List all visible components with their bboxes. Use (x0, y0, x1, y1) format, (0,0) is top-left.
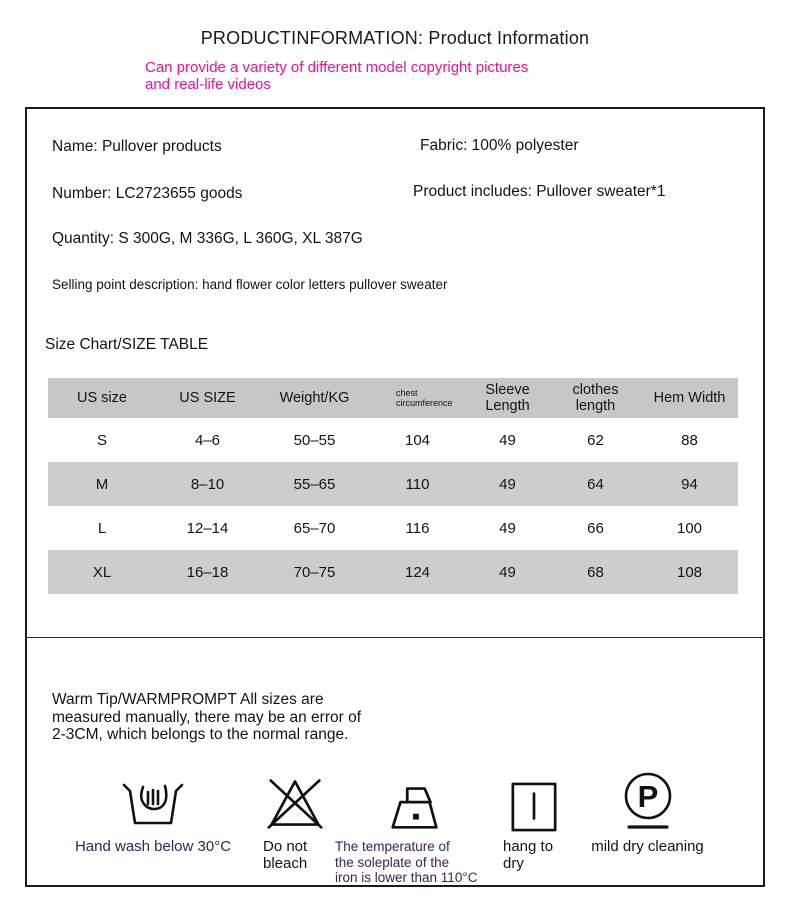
table-cell: 124 (404, 563, 431, 581)
field-product-name: Name: Pullover products (52, 138, 222, 155)
care-label-iron-low-temp: The temperature of the soleplate of the … (335, 839, 478, 885)
table-cell: 64 (587, 475, 604, 493)
table-cell: 12–14 (186, 519, 229, 537)
header-row: US size US SIZE Weight/KG chest circumferen… (48, 378, 738, 418)
table-cell: XL (92, 563, 112, 581)
table-cell: 94 (681, 475, 698, 493)
table-cell: L (97, 519, 107, 537)
table-row: XL 16–18 70–75 124 49 68 108 (48, 550, 738, 594)
size-chart-heading: Size Chart/SIZE TABLE (45, 336, 209, 353)
table-cell: 50–55 (293, 431, 336, 449)
table-cell: 4–6 (194, 431, 221, 449)
page-title: PRODUCTINFORMATION: Product Information (200, 28, 590, 48)
page-subtitle: Can provide a variety of different model… (145, 59, 529, 93)
table-cell: 100 (676, 519, 703, 537)
care-item-hang-to-dry: hang to dry (503, 768, 565, 872)
section-divider (25, 637, 765, 638)
table-cell: 66 (587, 519, 604, 537)
table-cell: 8–10 (190, 475, 225, 493)
size-table: US size US SIZE Weight/KG chest circumferen… (48, 378, 738, 594)
table-cell: 70–75 (293, 563, 336, 581)
field-product-includes: Product includes: Pullover sweater*1 (413, 183, 666, 200)
hang-to-dry-icon (511, 782, 557, 832)
table-cell: 49 (499, 519, 516, 537)
table-cell: 116 (405, 519, 430, 537)
table-row: L 12–14 65–70 116 49 66 100 (48, 506, 738, 550)
table-cell: 16–18 (186, 563, 229, 581)
table-cell: 55–65 (293, 475, 336, 493)
svg-text:P: P (637, 779, 658, 814)
field-number: Number: LC2723655 goods (52, 185, 243, 202)
table-cell: S (96, 431, 107, 449)
care-item-do-not-bleach: Do not bleach (250, 768, 340, 872)
column-header: Weight/KG (259, 378, 370, 418)
table-cell: 110 (405, 475, 430, 493)
table-row: S 4–6 50–55 104 49 62 88 (48, 418, 738, 462)
care-label-do-not-bleach: Do not bleach (263, 838, 308, 872)
care-item-dry-clean: P mild dry cleaning (585, 768, 710, 856)
table-row: M 8–10 55–65 110 49 64 94 (48, 462, 738, 506)
field-fabric: Fabric: 100% polyester (420, 137, 579, 154)
size-table-header: US size US SIZE Weight/KG chest circumferen… (48, 378, 738, 418)
care-label-hang-to-dry: hang to dry (503, 838, 554, 872)
table-cell: 65–70 (293, 519, 336, 537)
care-item-hand-wash: Hand wash below 30°C (63, 768, 243, 856)
do-not-bleach-icon (267, 779, 323, 829)
table-cell: 49 (499, 563, 516, 581)
table-cell: M (95, 475, 109, 493)
care-label-dry-clean: mild dry cleaning (591, 838, 704, 855)
product-info-box (25, 107, 765, 887)
table-cell: 104 (404, 431, 431, 449)
table-cell: 49 (499, 475, 516, 493)
column-header: US size (48, 378, 156, 418)
table-cell: 68 (587, 563, 604, 581)
table-cell: 62 (587, 431, 604, 449)
field-quantity: Quantity: S 300G, M 336G, L 360G, XL 387… (52, 230, 363, 247)
field-selling-point: Selling point description: hand flower c… (52, 277, 448, 292)
care-label-hand-wash: Hand wash below 30°C (74, 838, 232, 855)
column-header: chest circumference (370, 378, 465, 418)
table-cell: 108 (676, 563, 703, 581)
table-cell: 49 (499, 431, 516, 449)
iron-low-temp-icon (391, 787, 438, 829)
care-item-iron-low-temp: The temperature of the soleplate of the … (335, 768, 495, 886)
column-header: US SIZE (156, 378, 259, 418)
hand-wash-icon (122, 783, 184, 825)
column-header: Hem Width (641, 378, 738, 418)
warm-tip-text: Warm Tip/WARMPROMPT All sizes are measur… (52, 691, 362, 743)
column-header: Sleeve Length (465, 378, 550, 418)
table-cell: 88 (681, 431, 698, 449)
column-header: clothes length (550, 378, 641, 418)
dry-clean-p-icon: P (624, 772, 671, 829)
